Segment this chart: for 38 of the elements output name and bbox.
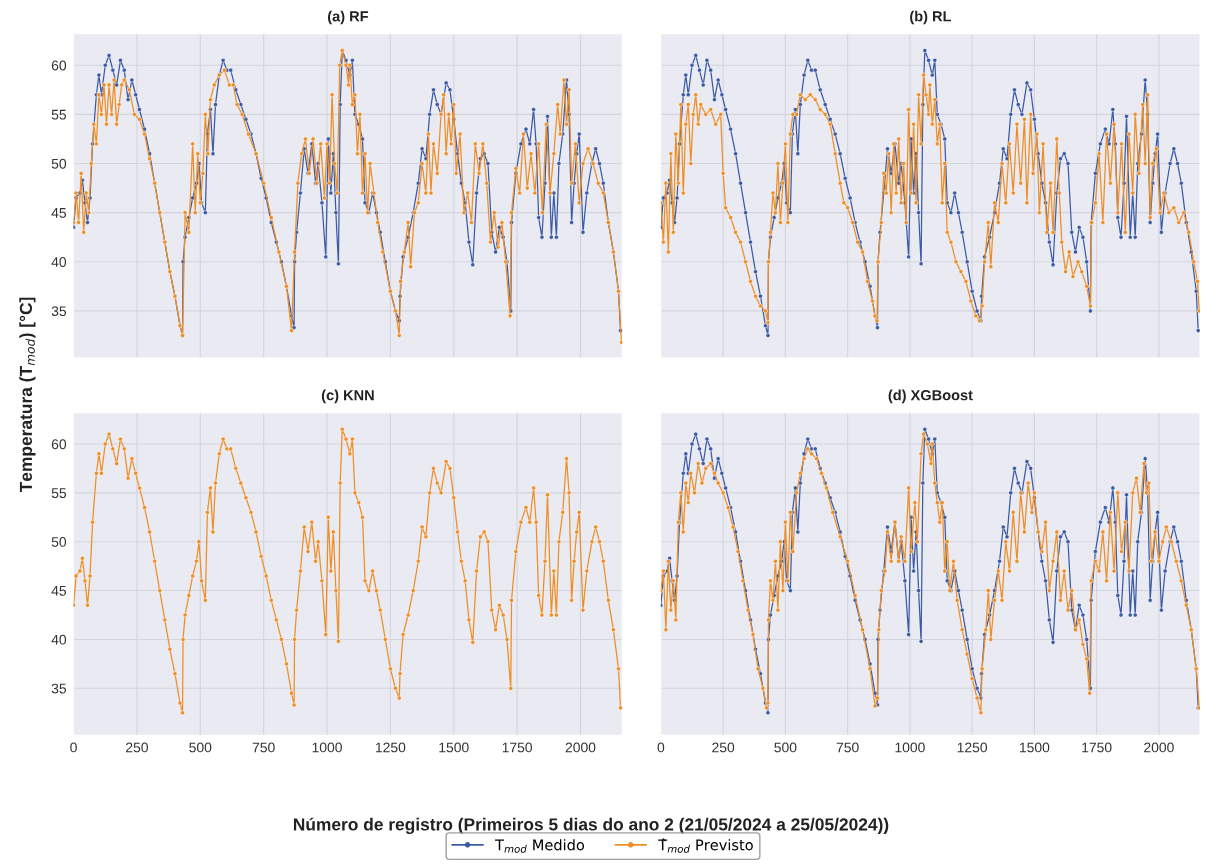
x-tick-label: 250 (126, 742, 148, 753)
y-tick-label: 35 (51, 683, 67, 694)
x-tick-label: 500 (189, 742, 212, 753)
x-tick-label: 2000 (1144, 742, 1174, 753)
x-tick-label: 1750 (1082, 742, 1112, 753)
y-tick-label: 60 (51, 439, 67, 450)
chart-title: (b) RL (910, 10, 952, 25)
chart-title: (c) KNN (321, 389, 374, 404)
y-tick-label: 60 (51, 60, 67, 71)
y-tick-label: 45 (51, 208, 67, 218)
y-tick-label: 55 (51, 488, 67, 498)
y-tick-label: 55 (51, 109, 67, 120)
y-tick-label: 45 (51, 586, 67, 596)
x-tick-label: 250 (712, 742, 735, 753)
x-tick-label: 1000 (312, 742, 342, 753)
x-tick-label: 0 (657, 742, 665, 753)
x-tick-label: 1250 (376, 742, 406, 753)
y-tick-label: 40 (51, 634, 67, 645)
x-tick-label: 1500 (1020, 742, 1050, 753)
x-tick-label: 1250 (957, 742, 988, 753)
x-tick-label: 1000 (895, 742, 925, 753)
x-tick-label: 2000 (565, 742, 596, 753)
y-axis-title: Temperatura (T$_{mod}$) [°C] (19, 297, 36, 493)
x-tick-label: 1750 (502, 742, 533, 753)
x-tick-label: 1500 (439, 742, 469, 753)
x-tick-label: 750 (252, 742, 275, 753)
y-tick-label: 40 (51, 257, 67, 267)
x-tick-label: 500 (774, 742, 797, 753)
y-tick-label: 50 (51, 158, 67, 169)
x-tick-label: 750 (836, 742, 859, 753)
y-tick-label: 35 (51, 306, 67, 317)
x-axis-title: Número de registro (Primeiros 5 dias do ano 2 (21/05/2024 a 25/05/2024)) (293, 817, 889, 835)
legend-label: T$_{mod}$ Medido (495, 839, 585, 853)
legend-label: T̂$_{mod}$ Previsto (658, 838, 753, 853)
y-tick-label: 50 (51, 537, 67, 547)
x-tick-label: 0 (70, 742, 77, 753)
chart-title: (d) XGBoost (888, 389, 973, 404)
chart-title: (a) RF (328, 10, 369, 25)
